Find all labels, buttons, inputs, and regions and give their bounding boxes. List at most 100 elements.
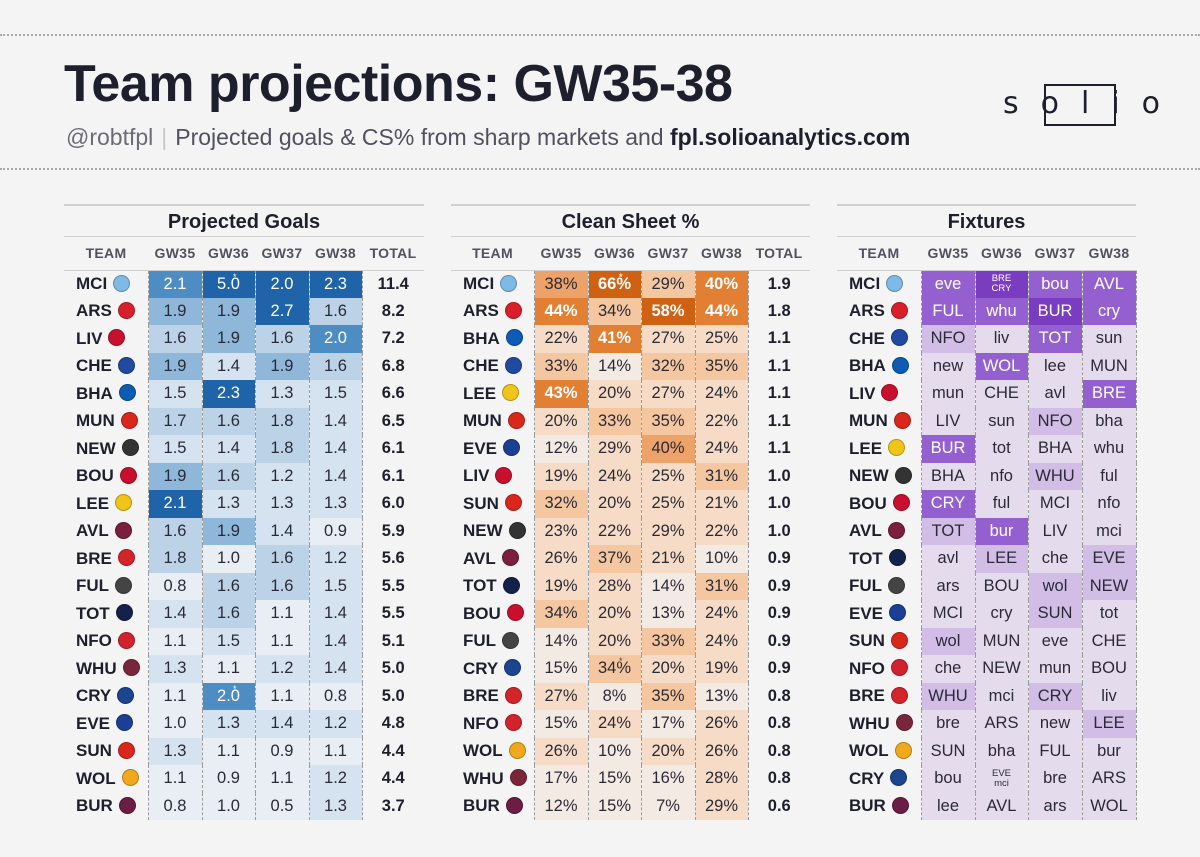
value-cell: 41% xyxy=(587,325,641,353)
value-cell: 15% xyxy=(533,655,588,683)
value-cell: 1.0 xyxy=(147,710,202,738)
value-text: 2.1 xyxy=(163,274,187,293)
team-code: BRE xyxy=(463,686,499,706)
value-cell: 2.0 xyxy=(308,325,363,353)
value-text: 22% xyxy=(544,329,578,348)
value-text: 1.1 xyxy=(270,769,294,788)
fixture-cell: BUR xyxy=(920,435,975,463)
value-text: 1.3 xyxy=(217,494,240,513)
value-text: 2.0 xyxy=(324,329,347,348)
fixture-opponent: BHA xyxy=(1038,439,1072,458)
clean-sheet-body: MCI 38% 66% * 29% 40% 1.9 ARS 44% 34% 58% 44% 1.8 BHA… xyxy=(451,270,810,820)
value-text: 20% xyxy=(651,659,685,678)
value-text: 1.6 xyxy=(217,411,240,430)
value-cell: 1.8 xyxy=(147,545,202,573)
total-cell: 8.2 xyxy=(381,301,405,320)
team-cell: MCI xyxy=(451,270,534,298)
value-cell: 1.9 xyxy=(201,297,255,325)
team-code: CRY xyxy=(849,768,885,788)
team-cell: CHE xyxy=(837,325,921,353)
value-cell: 29% xyxy=(640,270,695,298)
fixture-cell: ARS xyxy=(1081,765,1137,793)
team-crest-icon xyxy=(890,631,908,649)
value-text: 27% xyxy=(651,329,685,348)
value-cell: 35% xyxy=(640,682,695,710)
value-text: 24% xyxy=(597,466,632,485)
author-handle[interactable]: @robtfpl xyxy=(66,124,154,150)
value-text: 58% xyxy=(651,301,685,320)
value-cell: 1.1 xyxy=(254,765,309,793)
value-cell: 21% xyxy=(640,545,695,573)
column-header-team: TEAM xyxy=(837,237,921,271)
value-text: 20% xyxy=(597,604,632,623)
value-text: 0.8 xyxy=(324,686,347,705)
table-row: FUL 14% 20% 33% 24% 0.9 xyxy=(451,627,810,655)
team-cell: BOU xyxy=(837,490,921,518)
value-text: 26% xyxy=(544,741,578,760)
value-text: 33% xyxy=(651,631,685,650)
fixture-cell: BOU xyxy=(1081,655,1137,683)
fixture-opponent: LIV xyxy=(935,411,961,430)
fixture-cell: CHE xyxy=(974,380,1028,408)
team-code: BOU xyxy=(76,466,114,486)
value-cell: 24% xyxy=(587,710,641,738)
total-cell: 1.1 xyxy=(767,384,791,403)
fixture-cell: WOL xyxy=(1081,792,1137,820)
clean-sheet-table: TEAM GW35 GW36 GW37 GW38 TOTAL MCI 38% 66% * 29% 4… xyxy=(451,237,810,820)
value-cell: 38% xyxy=(533,270,588,298)
value-text: 26% xyxy=(704,741,739,760)
fixture-cell: mun xyxy=(920,380,975,408)
fixture-opponent: FUL xyxy=(1039,741,1071,760)
table-row: BOU 34% 20% 13% 24% 0.9 xyxy=(451,600,810,628)
table-row: LIV 1.6 1.9 1.6 2.0 7.2 xyxy=(64,325,424,353)
value-cell: 1.4 xyxy=(254,517,309,545)
team-code: WOL xyxy=(849,741,889,761)
fixture-opponent: BUR xyxy=(1037,301,1073,320)
value-cell: 7% xyxy=(640,792,695,820)
value-cell: 25% xyxy=(694,325,749,353)
fixture-opponent: EVE xyxy=(991,767,1011,779)
total-cell: 1.1 xyxy=(767,411,791,430)
value-cell: 1.4 xyxy=(308,462,363,490)
table-row: WOL SUN bha FUL bur xyxy=(837,737,1137,765)
column-header-gw36: GW36 xyxy=(202,237,255,271)
value-text: 31% xyxy=(704,576,739,595)
team-code: SUN xyxy=(76,741,112,761)
table-row: NFO 15% 24% 17% 26% 0.8 xyxy=(451,710,810,738)
subtitle-text: Projected goals & CS% from sharp markets… xyxy=(175,124,664,150)
projected-goals-title: Projected Goals xyxy=(64,204,424,237)
value-text: 15% xyxy=(597,796,632,815)
fixture-cell: MCI xyxy=(1027,490,1082,518)
team-crest-icon xyxy=(502,576,520,594)
total-cell: 5.5 xyxy=(381,604,405,623)
clean-sheet-panel: Clean Sheet % TEAM GW35 GW36 GW37 GW38 TOTAL … xyxy=(451,204,810,820)
value-text: 1.5 xyxy=(217,631,240,650)
site-link[interactable]: fpl.solioanalytics.com xyxy=(669,124,911,150)
value-cell: 1.6 xyxy=(201,407,255,435)
value-text: 20% xyxy=(597,631,632,650)
table-row: BUR 12% 15% 7% 29% 0.6 xyxy=(451,792,810,820)
value-cell: 0.8 xyxy=(147,572,202,600)
fixture-cell: TOT xyxy=(1027,325,1082,353)
fixture-opponent: MCI xyxy=(932,604,964,623)
value-cell: 43% xyxy=(533,380,588,408)
value-cell: 32% xyxy=(533,490,588,518)
team-crest-icon xyxy=(118,384,136,402)
team-code: MCI xyxy=(463,274,495,293)
fixture-opponent: lee xyxy=(936,796,960,815)
value-cell: 1.9 xyxy=(201,517,255,545)
value-cell: 14% xyxy=(587,352,641,380)
value-text: 29% xyxy=(704,796,739,815)
team-code: BOU xyxy=(463,603,501,623)
value-text: 41% xyxy=(597,329,632,348)
team-cell: LEE xyxy=(64,490,148,518)
table-row: FUL 0.8 1.6 1.6 1.5 5.5 xyxy=(64,572,424,600)
total-cell: 6.1 xyxy=(381,439,405,458)
fixture-cell: NEW xyxy=(1081,572,1137,600)
value-text: 21% xyxy=(704,494,739,513)
fixture-cell: LEE xyxy=(974,545,1028,573)
fixture-cell: new xyxy=(920,352,975,380)
fixture-opponent: AVL xyxy=(1094,274,1124,293)
fixture-opponent: NEW xyxy=(982,659,1021,678)
value-cell: 1.6 xyxy=(308,352,363,380)
